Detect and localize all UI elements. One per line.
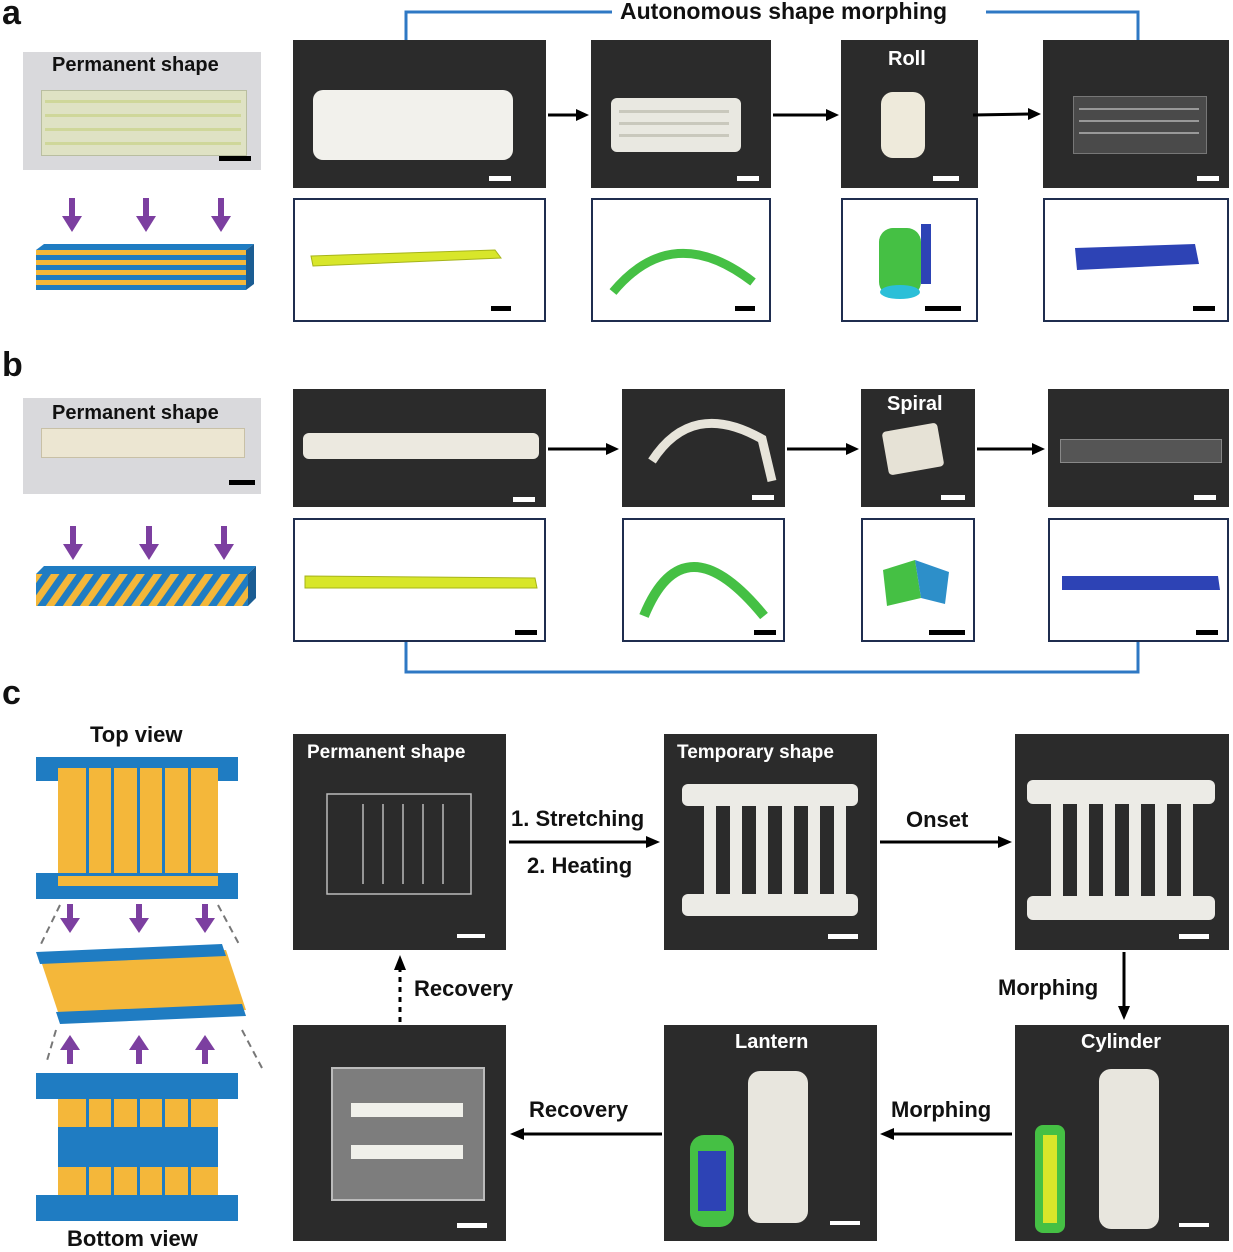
photo-b-spiral bbox=[861, 389, 975, 507]
recovery-up-label: Recovery bbox=[414, 976, 514, 1001]
temporary-shape-label: Temporary shape bbox=[677, 742, 834, 763]
autonomous-morphing-header: Autonomous shape morphing bbox=[620, 0, 948, 24]
morphing-left-label: Morphing bbox=[891, 1097, 992, 1122]
roll-label: Roll bbox=[888, 48, 926, 70]
cylinder-label: Cylinder bbox=[1081, 1031, 1162, 1053]
sim-b-bend bbox=[622, 518, 785, 642]
morphing-down-label: Morphing bbox=[998, 975, 1099, 1000]
photo-a-roll bbox=[841, 40, 978, 188]
permanent-shape-photo-a bbox=[23, 52, 261, 170]
photo-c-recovered bbox=[293, 1025, 506, 1241]
stretching-label: 1. Stretching bbox=[511, 806, 645, 831]
sim-a-flat bbox=[293, 198, 546, 322]
spiral-label: Spiral bbox=[887, 393, 943, 415]
photo-c-onset bbox=[1015, 734, 1229, 950]
panel-label-a: a bbox=[2, 0, 21, 32]
onset-label: Onset bbox=[906, 807, 969, 832]
photo-c-permanent bbox=[293, 734, 506, 950]
panel-label-b: b bbox=[2, 346, 23, 384]
permanent-shape-label-a: Permanent shape bbox=[52, 54, 219, 76]
permanent-shape-label-b: Permanent shape bbox=[52, 402, 219, 424]
photo-b-bending bbox=[622, 389, 785, 507]
sim-a-bend bbox=[591, 198, 771, 322]
photo-c-temporary bbox=[664, 734, 877, 950]
photo-a-bending bbox=[591, 40, 771, 188]
permanent-shape-photo-b bbox=[23, 398, 261, 494]
photo-b-recovered bbox=[1048, 389, 1229, 507]
sim-b-spiral bbox=[861, 518, 975, 642]
panel-label-c: c bbox=[2, 674, 21, 712]
recovery-left-label: Recovery bbox=[529, 1097, 629, 1122]
photo-a-recovered bbox=[1043, 40, 1229, 188]
lantern-label: Lantern bbox=[735, 1031, 809, 1053]
sim-b-flat bbox=[293, 518, 546, 642]
photo-b-stretched bbox=[293, 389, 546, 507]
photo-c-cylinder bbox=[1015, 1025, 1229, 1241]
sim-b-recovered bbox=[1048, 518, 1229, 642]
heating-label: 2. Heating bbox=[527, 853, 633, 878]
bottom-view-label: Bottom view bbox=[67, 1226, 198, 1251]
photo-c-lantern bbox=[664, 1025, 877, 1241]
top-view-label: Top view bbox=[90, 722, 183, 747]
photo-a-stretched bbox=[293, 40, 546, 188]
permanent-shape-label-c: Permanent shape bbox=[307, 742, 466, 763]
sim-a-recovered bbox=[1043, 198, 1229, 322]
sim-a-roll bbox=[841, 198, 978, 322]
